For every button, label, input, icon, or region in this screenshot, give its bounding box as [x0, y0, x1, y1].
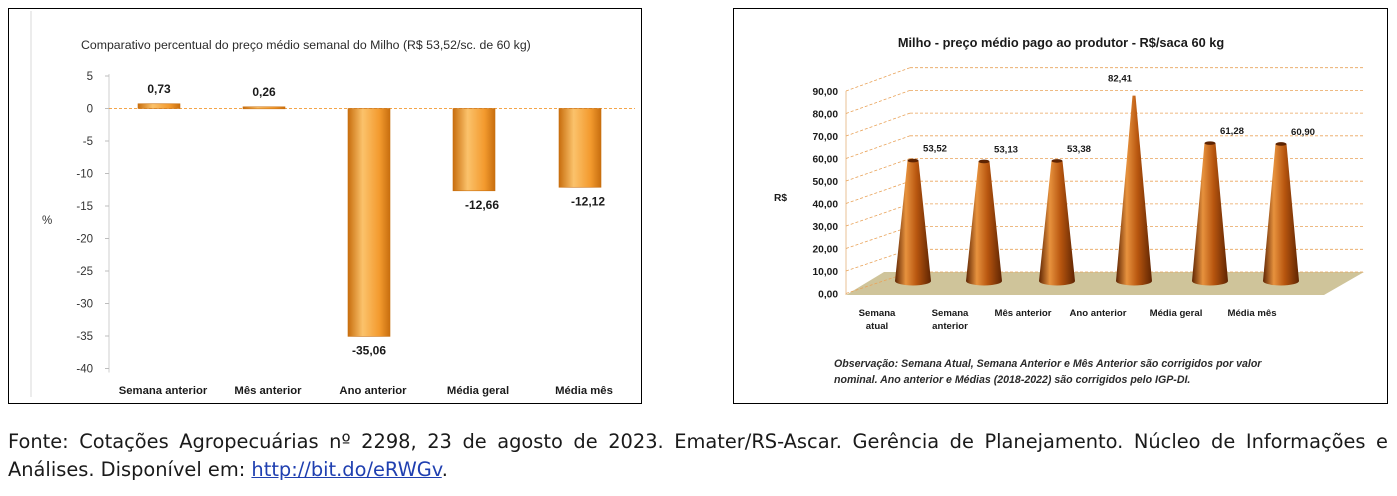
- data-label: -12,66: [465, 198, 499, 212]
- bar: [242, 106, 286, 110]
- cone-bar: [1263, 143, 1299, 286]
- y-tick-label: -40: [76, 364, 93, 376]
- x-tick-label: Média geral: [1150, 308, 1203, 319]
- y-tick-label: -30: [76, 299, 93, 311]
- cone-top: [1204, 141, 1216, 145]
- cone-bar: [966, 161, 1002, 286]
- y-tick-label: 0: [87, 104, 93, 116]
- source-end: .: [441, 458, 448, 481]
- y-axis-label: R$: [774, 193, 787, 204]
- grid-depth-line: [845, 226, 911, 249]
- grid-depth-line: [845, 90, 911, 114]
- y-tick-label: 20,00: [813, 245, 839, 256]
- y-tick-label: -35: [76, 331, 93, 343]
- grid-depth-line: [845, 203, 911, 227]
- data-label: 53,38: [1067, 144, 1092, 155]
- x-tick-label: Média mês: [555, 385, 613, 397]
- cone-top: [1051, 159, 1063, 163]
- x-tick-label: Mês anterior: [234, 385, 302, 397]
- x-tick-label: Média mês: [1227, 308, 1276, 319]
- data-label: -35,06: [352, 343, 386, 357]
- grid-depth-line: [845, 158, 911, 182]
- x-tick-label: Ano anterior: [1069, 308, 1126, 319]
- y-tick-label: 80,00: [813, 110, 839, 121]
- data-label: 60,90: [1291, 127, 1315, 138]
- chart-title: Comparativo percentual do preço médio se…: [81, 38, 531, 52]
- x-tick-label: Média geral: [447, 385, 509, 397]
- data-label: 53,52: [923, 144, 947, 155]
- y-tick-label: 50,00: [813, 177, 839, 188]
- chart-title: Milho - preço médio pago ao produtor - R…: [898, 35, 1224, 50]
- cone-bar: [895, 160, 931, 286]
- y-tick-label: 60,00: [813, 155, 839, 166]
- source-text: Fonte: Cotações Agropecuárias nº 2298, 2…: [8, 430, 1388, 481]
- bar: [137, 103, 181, 109]
- grid-depth-line: [845, 112, 911, 137]
- x-tick-label: atual: [866, 321, 888, 332]
- percent-comparison-chart: Comparativo percentual do preço médio se…: [30, 11, 635, 397]
- bar: [347, 108, 391, 337]
- cone-top: [978, 159, 990, 164]
- note-line: Observação: Semana Atual, Semana Anterio…: [834, 358, 1262, 370]
- y-tick-label: -15: [76, 201, 93, 213]
- bar: [558, 108, 602, 188]
- data-label: 53,13: [994, 144, 1018, 155]
- y-tick-label: 10,00: [813, 267, 839, 278]
- cone-top: [907, 158, 919, 163]
- source-caption: Fonte: Cotações Agropecuárias nº 2298, 2…: [8, 428, 1388, 484]
- y-tick-label: -5: [83, 136, 93, 148]
- x-tick-label: anterior: [932, 321, 968, 332]
- y-tick-label: 5: [87, 71, 93, 83]
- cone-bar: [1039, 160, 1075, 286]
- x-tick-label: Semana anterior: [119, 385, 208, 397]
- producer-price-chart: Milho - preço médio pago ao produtor - R…: [774, 35, 1364, 386]
- x-tick-label: Ano anterior: [339, 385, 407, 397]
- y-axis-label: %: [42, 215, 52, 227]
- note-line: nominal. Ano anterior e Médias (2018-202…: [834, 374, 1190, 386]
- grid-depth-line: [845, 67, 911, 92]
- bar: [452, 108, 496, 192]
- x-tick-label: Semana: [859, 308, 896, 319]
- data-label: 0,26: [252, 85, 276, 99]
- cone-bar: [1192, 143, 1228, 286]
- right-chart-panel: Milho - preço médio pago ao produtor - R…: [733, 8, 1388, 404]
- grid-depth-line: [845, 180, 911, 204]
- x-tick-label: Mês anterior: [994, 308, 1051, 319]
- y-tick-label: 30,00: [813, 222, 839, 233]
- y-tick-label: 90,00: [813, 87, 839, 98]
- y-tick-label: -10: [76, 169, 93, 181]
- data-label: 61,28: [1220, 126, 1245, 137]
- left-chart-panel: Comparativo percentual do preço médio se…: [8, 8, 642, 404]
- data-label: -12,12: [571, 194, 605, 208]
- y-tick-label: 70,00: [813, 132, 839, 143]
- cone-bar: [1116, 95, 1152, 286]
- y-tick-label: -20: [76, 234, 93, 246]
- x-tick-label: Semana: [932, 308, 969, 319]
- data-label: 82,41: [1108, 74, 1133, 85]
- y-tick-label: 40,00: [813, 200, 839, 211]
- y-tick-label: 0,00: [818, 290, 838, 301]
- y-tick-label: -25: [76, 266, 93, 278]
- data-label: 0,73: [147, 82, 171, 96]
- cone-top: [1275, 142, 1287, 146]
- grid-depth-line: [845, 135, 911, 159]
- source-link[interactable]: http://bit.do/eRWGv: [251, 458, 442, 481]
